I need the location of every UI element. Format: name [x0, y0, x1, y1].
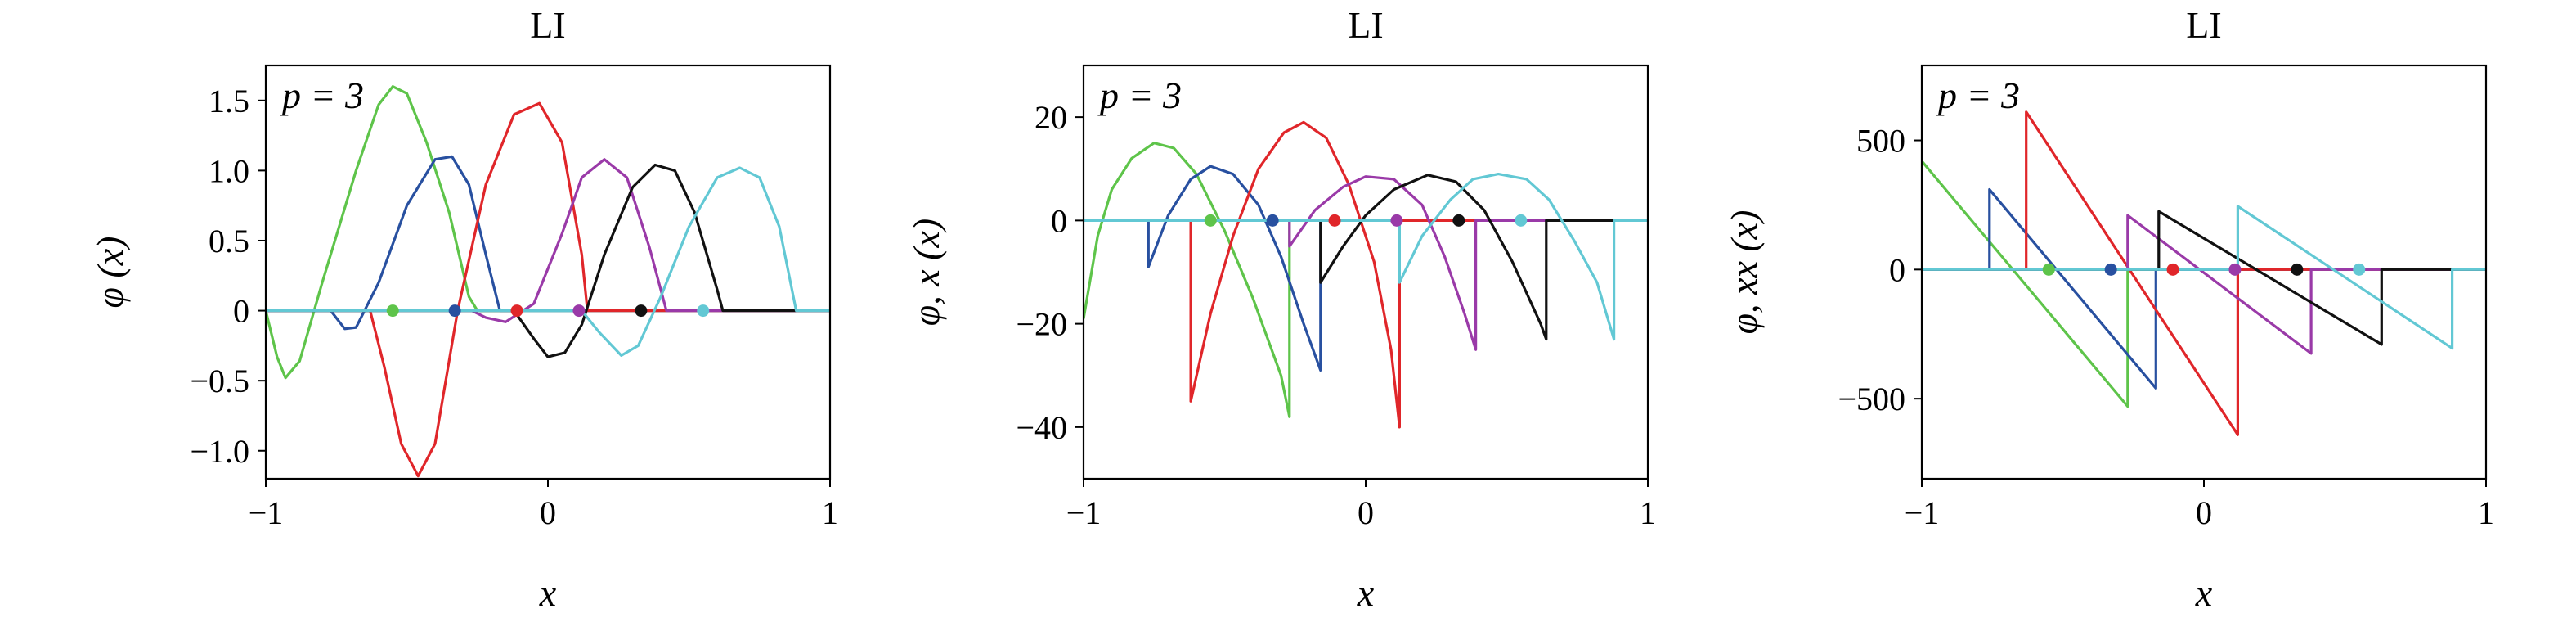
y-tick-label: −20 [1016, 306, 1067, 343]
y-tick-label: 1.0 [209, 152, 249, 189]
node-marker-3 [2166, 263, 2179, 276]
y-tick-label: −500 [1838, 381, 1905, 417]
chart-title: LI [2186, 4, 2221, 46]
node-marker-6 [1515, 214, 1528, 227]
axes-frame [1082, 64, 1649, 480]
y-tick-label: −40 [1016, 409, 1067, 446]
node-marker-6 [2353, 263, 2366, 276]
node-marker-3 [1328, 214, 1341, 227]
x-axis-label: x [539, 572, 557, 614]
node-marker-4 [572, 304, 586, 318]
y-tick-label: −1.0 [190, 433, 249, 470]
node-marker-5 [2291, 263, 2304, 276]
node-marker-4 [2228, 263, 2242, 276]
node-marker-5 [635, 304, 648, 318]
x-tick-label: 0 [2196, 494, 2212, 531]
y-tick-label: −0.5 [190, 363, 249, 399]
x-tick-label: −1 [249, 494, 284, 531]
series-line-4 [1084, 175, 1648, 351]
series-line-1 [1922, 160, 2486, 408]
series-group [1084, 120, 1648, 429]
node-marker-6 [697, 304, 710, 318]
x-axis-label: x [2195, 572, 2213, 614]
node-marker-5 [1452, 214, 1465, 227]
p-annotation: p = 3 [1097, 74, 1182, 116]
x-tick-label: 0 [540, 494, 556, 531]
y-tick-label: 20 [1034, 99, 1067, 136]
y-axis-label: φ, x (x) [905, 219, 947, 326]
node-marker-2 [448, 304, 461, 318]
x-tick-label: −1 [1905, 494, 1940, 531]
series-line-6 [1922, 205, 2486, 350]
node-marker-2 [2104, 263, 2117, 276]
p-annotation: p = 3 [1936, 74, 2020, 116]
node-marker-1 [2042, 263, 2055, 276]
chart-title: LI [530, 4, 565, 46]
series-line-4 [266, 158, 830, 323]
series-line-2 [266, 155, 830, 331]
series-line-3 [266, 101, 830, 478]
series-line-2 [1922, 187, 2486, 390]
chart-title: LI [1348, 4, 1383, 46]
x-axis-label: x [1357, 572, 1375, 614]
x-tick-label: 1 [1640, 494, 1656, 531]
series-line-4 [1922, 214, 2486, 355]
y-tick-label: 0 [1889, 251, 1905, 288]
series-line-5 [266, 163, 830, 358]
y-tick-label: 500 [1856, 123, 1905, 160]
series-line-1 [266, 85, 830, 380]
series-line-2 [1084, 165, 1648, 372]
series-group [266, 85, 830, 478]
node-marker-1 [1204, 214, 1217, 227]
series-line-3 [1084, 120, 1648, 429]
y-tick-label: 0 [1051, 202, 1067, 239]
node-marker-2 [1266, 214, 1279, 227]
y-axis-label: φ (x) [89, 236, 131, 308]
series-group [1922, 110, 2486, 436]
series-line-5 [1084, 174, 1648, 341]
x-tick-label: 1 [822, 494, 838, 531]
series-line-1 [1084, 142, 1648, 418]
x-tick-label: 0 [1358, 494, 1374, 531]
panel-2: −1 0 1 −40 −20 0 20 LI p = 3 x φ, x (x) [905, 4, 1656, 614]
y-axis-label: φ, xx (x) [1723, 210, 1765, 335]
y-tick-label: 0 [233, 293, 249, 330]
series-line-6 [1084, 173, 1648, 341]
y-tick-label: 1.5 [209, 83, 249, 119]
node-marker-3 [510, 304, 523, 318]
series-line-6 [266, 166, 830, 357]
x-tick-label: −1 [1066, 494, 1102, 531]
p-annotation: p = 3 [280, 74, 364, 116]
node-marker-4 [1390, 214, 1403, 227]
panel-1: −1 0 1 −1.0 −0.5 0 0.5 1.0 1.5 LI p = 3 x φ (x) [89, 4, 838, 614]
series-line-5 [1922, 210, 2486, 346]
panel-3: −1 0 1 −500 0 500 LI p = 3 x φ, xx (x) [1723, 4, 2494, 614]
node-marker-1 [386, 304, 399, 318]
y-tick-label: 0.5 [209, 223, 249, 259]
x-tick-label: 1 [2478, 494, 2494, 531]
